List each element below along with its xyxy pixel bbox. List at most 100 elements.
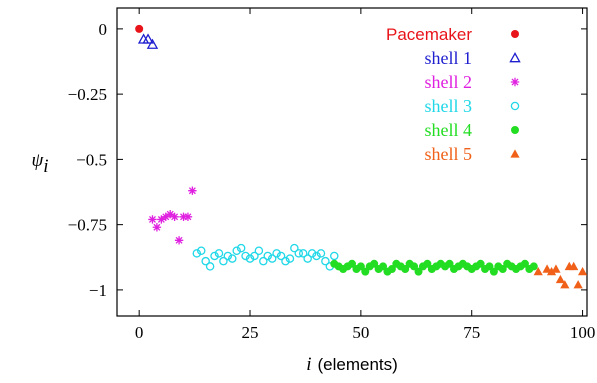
data-point [370, 259, 379, 268]
data-point [241, 251, 250, 261]
series-1 [137, 33, 159, 49]
data-point [219, 256, 228, 266]
legend-label: shell 4 [425, 120, 473, 140]
data-point [210, 251, 219, 261]
series-2 [148, 186, 197, 245]
data-point [148, 215, 157, 224]
plot-frame [116, 7, 588, 317]
data-point [205, 262, 215, 271]
data-point [254, 246, 264, 255]
data-point [267, 254, 277, 263]
data-point [529, 262, 538, 271]
series-5 [533, 261, 588, 289]
y-tick-label: 0 [99, 20, 108, 39]
data-point [379, 262, 388, 271]
x-axis-label: i (elements) [306, 354, 398, 375]
data-point [259, 256, 268, 266]
data-point [272, 249, 281, 258]
data-point [401, 265, 410, 274]
data-point [232, 246, 241, 255]
data-point [316, 249, 326, 258]
series-3 [192, 243, 339, 271]
data-point [188, 186, 197, 195]
data-point [489, 267, 498, 276]
data-point [142, 33, 154, 44]
y-axis-label-sub: i [43, 156, 48, 177]
data-point [166, 210, 175, 219]
data-points [135, 24, 588, 289]
y-axis-label: ψi [31, 150, 48, 177]
data-point [192, 249, 202, 258]
data-point [294, 249, 304, 258]
data-point [135, 24, 144, 33]
x-tick-label: 25 [242, 323, 259, 342]
data-point [174, 236, 184, 245]
data-point [157, 215, 166, 224]
data-point [161, 212, 170, 222]
x-axis-label-var: i [306, 354, 311, 375]
data-point [542, 264, 552, 273]
data-point [312, 251, 321, 261]
legend-label: shell 5 [425, 144, 473, 164]
data-point [201, 256, 210, 266]
data-point [170, 212, 179, 222]
data-point [307, 249, 317, 258]
data-point [498, 265, 507, 274]
legend-label: shell 3 [425, 96, 473, 116]
x-tick-label: 0 [135, 323, 144, 342]
y-tick-label: −0.75 [68, 216, 107, 235]
data-point [276, 251, 286, 261]
data-point [290, 243, 299, 253]
data-point [573, 280, 583, 289]
x-tick-label: 100 [570, 323, 596, 342]
data-point [546, 267, 557, 276]
data-point [577, 267, 588, 276]
data-point [348, 259, 356, 268]
data-point [361, 267, 370, 276]
data-point [555, 274, 565, 284]
legend-marker [511, 126, 519, 134]
data-point [330, 251, 339, 261]
y-tick-label: −0.5 [76, 150, 107, 169]
data-point [236, 243, 246, 253]
data-point [179, 212, 188, 222]
data-point [298, 249, 308, 258]
legend-label: shell 1 [425, 48, 473, 68]
data-point [569, 261, 579, 271]
legend-marker [510, 77, 520, 87]
data-point [533, 267, 543, 276]
x-axis-label-text: (elements) [317, 355, 397, 374]
data-point [445, 259, 454, 268]
data-point [196, 246, 206, 255]
data-point [356, 262, 365, 271]
data-point [410, 262, 419, 271]
data-point [245, 254, 255, 263]
data-point [223, 251, 233, 261]
data-point [228, 254, 237, 263]
data-point [250, 251, 259, 261]
data-point [387, 265, 396, 274]
data-point [423, 259, 432, 268]
data-point [183, 212, 193, 222]
data-point [281, 256, 290, 266]
axis-ticks: 0 25 50 75 100 0 −0.25 −0.5 −0.75 −1 [68, 8, 596, 342]
data-point [414, 267, 423, 276]
x-tick-label: 75 [463, 323, 480, 342]
series-4 [330, 259, 538, 276]
data-point [551, 264, 561, 273]
data-point [485, 262, 494, 271]
data-point [520, 259, 529, 268]
legend: Pacemaker shell 1 shell 2 shell 3 shell 4 she… [386, 25, 521, 164]
legend-marker [511, 30, 519, 38]
data-point [476, 259, 485, 268]
data-point [214, 249, 224, 258]
x-tick-label: 50 [352, 323, 369, 342]
y-tick-label: −1 [89, 281, 107, 300]
legend-marker [510, 101, 520, 111]
legend-label: Pacemaker [386, 25, 472, 44]
data-point [321, 256, 330, 266]
data-point [303, 254, 312, 263]
legend-label: shell 2 [425, 72, 473, 92]
data-point [560, 280, 570, 289]
